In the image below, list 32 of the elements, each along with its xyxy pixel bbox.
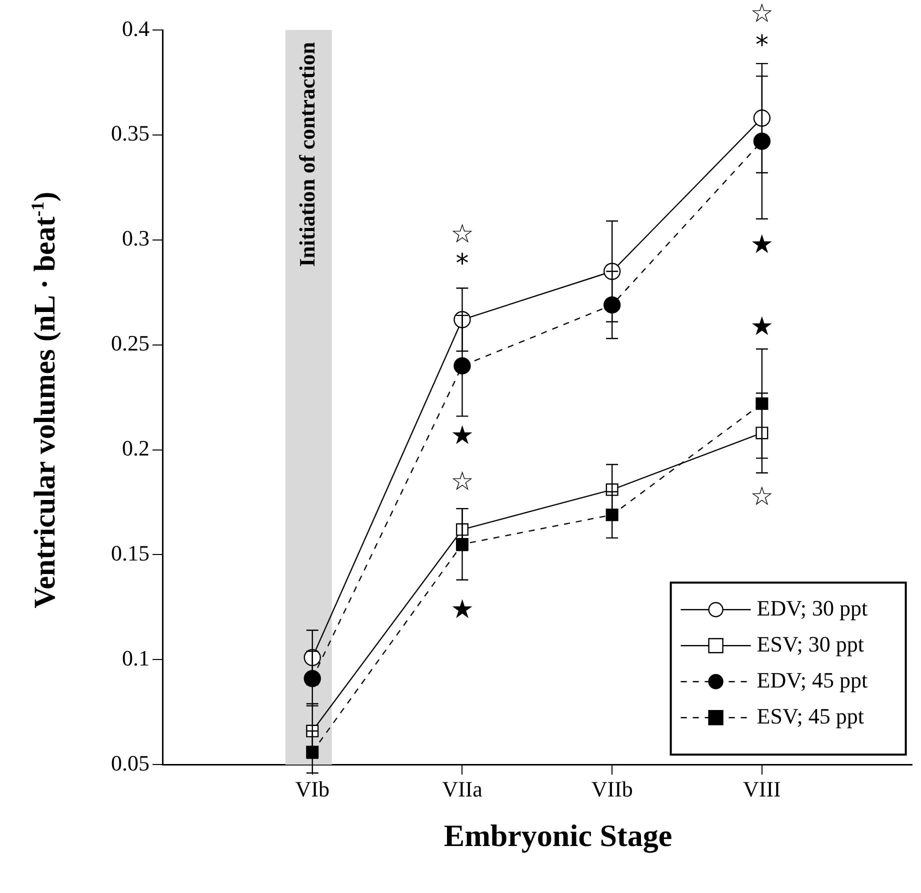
x-axis-title: Embryonic Stage xyxy=(442,818,674,854)
y-tick-label: 0.1 xyxy=(122,645,150,670)
point xyxy=(603,296,621,314)
text: ☆ xyxy=(750,0,774,30)
annotation: * xyxy=(456,248,469,279)
y-tick-label: 0.2 xyxy=(122,436,150,461)
legend-label: EDV; 30 ppt xyxy=(756,595,868,620)
legend-label: ESV; 45 ppt xyxy=(756,703,864,728)
y-tick-label: 0.3 xyxy=(122,226,150,251)
annotation: ☆ xyxy=(450,219,474,250)
y-tick-label: 0.4 xyxy=(122,16,150,41)
x-tick-label: VIIb xyxy=(591,776,633,802)
annotation: ★ xyxy=(750,230,774,260)
annotation: ☆ xyxy=(450,467,474,498)
x-tick-label: VIIa xyxy=(442,776,483,802)
point xyxy=(753,132,771,150)
annotation: ★ xyxy=(750,312,774,342)
point xyxy=(756,397,768,410)
legend-label: EDV; 45 ppt xyxy=(756,667,868,692)
annotation: ★ xyxy=(450,595,474,626)
y-tick-label: 0.15 xyxy=(111,540,150,566)
annotation: ☆ xyxy=(750,482,774,512)
point xyxy=(454,357,471,374)
y-tick-label: 0.35 xyxy=(111,120,150,146)
annotation: * xyxy=(755,30,768,61)
legend-label: ESV; 30 ppt xyxy=(756,631,864,656)
annotation: ★ xyxy=(450,420,474,451)
y-tick-label: 0.25 xyxy=(111,330,150,356)
x-tick-label: VIb xyxy=(295,776,330,802)
x-tick-label: VIII xyxy=(743,776,781,802)
band-label: Initiation of contraction xyxy=(294,42,320,267)
y-tick-label: 0.05 xyxy=(111,750,150,776)
